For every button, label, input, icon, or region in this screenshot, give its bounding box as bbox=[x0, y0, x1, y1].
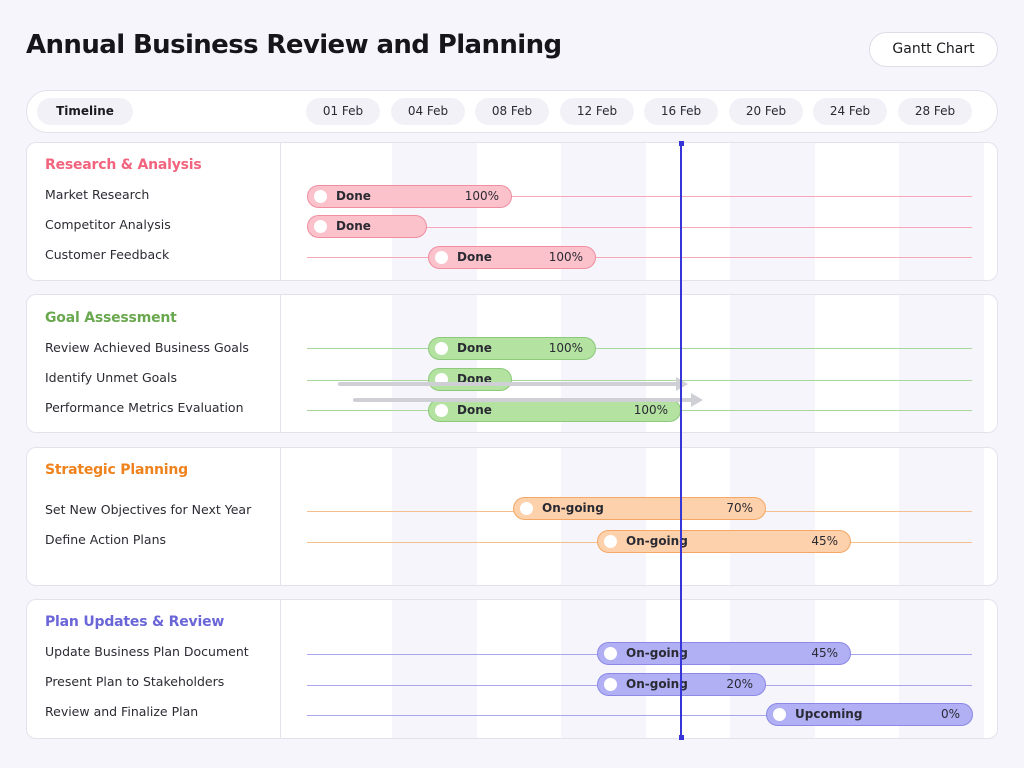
task-progress: 20% bbox=[726, 677, 753, 691]
task-status: Done bbox=[336, 189, 371, 203]
task-name: Present Plan to Stakeholders bbox=[45, 674, 225, 689]
task-status: Done bbox=[457, 372, 492, 386]
status-dot-icon bbox=[314, 220, 327, 233]
dependency-arrow[interactable] bbox=[338, 382, 678, 386]
task-bar[interactable]: Done 100% bbox=[307, 185, 512, 208]
timeline-header: Timeline 01 Feb 04 Feb 08 Feb 12 Feb 16 … bbox=[26, 90, 998, 133]
task-bar[interactable]: Upcoming 0% bbox=[766, 703, 973, 726]
today-marker-cap bbox=[678, 735, 684, 740]
task-progress: 45% bbox=[811, 646, 838, 660]
task-status: Done bbox=[457, 341, 492, 355]
date-tick: 28 Feb bbox=[898, 98, 972, 125]
task-status: Done bbox=[457, 250, 492, 264]
status-dot-icon bbox=[435, 251, 448, 264]
task-progress: 100% bbox=[548, 250, 583, 264]
arrow-head-icon bbox=[676, 377, 688, 391]
group-strategic-planning: Strategic Planning Set New Objectives fo… bbox=[26, 447, 998, 586]
task-name: Market Research bbox=[45, 187, 150, 202]
task-progress: 70% bbox=[726, 501, 753, 515]
task-bar[interactable]: On-going 45% bbox=[597, 530, 851, 553]
date-tick: 12 Feb bbox=[560, 98, 634, 125]
task-name: Competitor Analysis bbox=[45, 217, 171, 232]
task-progress: 100% bbox=[464, 189, 499, 203]
date-tick: 01 Feb bbox=[306, 98, 380, 125]
group-research-analysis: Research & Analysis Market Research Comp… bbox=[26, 142, 998, 281]
task-name: Set New Objectives for Next Year bbox=[45, 502, 252, 517]
task-progress: 0% bbox=[940, 707, 960, 721]
group-title: Plan Updates & Review bbox=[45, 614, 225, 630]
task-status: Done bbox=[336, 219, 371, 233]
task-bar[interactable]: Done 100% bbox=[428, 246, 596, 269]
task-bar[interactable]: On-going 70% bbox=[513, 497, 766, 520]
task-status: On-going bbox=[626, 646, 688, 660]
task-name: Update Business Plan Document bbox=[45, 644, 249, 659]
task-track bbox=[307, 257, 972, 258]
task-bar[interactable]: Done bbox=[307, 215, 427, 238]
task-progress: 100% bbox=[633, 403, 668, 417]
today-marker-cap bbox=[678, 141, 684, 146]
task-track bbox=[307, 380, 972, 381]
task-name: Customer Feedback bbox=[45, 247, 170, 262]
task-track bbox=[307, 715, 972, 716]
date-tick: 04 Feb bbox=[391, 98, 465, 125]
task-bar[interactable]: Done bbox=[428, 368, 512, 391]
task-status: On-going bbox=[626, 534, 688, 548]
task-name: Review Achieved Business Goals bbox=[45, 340, 249, 355]
task-track bbox=[307, 227, 972, 228]
arrow-head-icon bbox=[691, 393, 703, 407]
group-title: Strategic Planning bbox=[45, 462, 188, 478]
status-dot-icon bbox=[604, 647, 617, 660]
task-progress: 45% bbox=[811, 534, 838, 548]
status-dot-icon bbox=[604, 535, 617, 548]
dependency-arrow[interactable] bbox=[353, 398, 693, 402]
task-status: On-going bbox=[626, 677, 688, 691]
date-tick: 24 Feb bbox=[813, 98, 887, 125]
task-track bbox=[307, 348, 972, 349]
task-name: Performance Metrics Evaluation bbox=[45, 400, 244, 415]
status-dot-icon bbox=[314, 190, 327, 203]
date-tick: 20 Feb bbox=[729, 98, 803, 125]
today-marker-line[interactable] bbox=[680, 143, 682, 739]
gantt-chart-button[interactable]: Gantt Chart bbox=[869, 32, 998, 67]
task-status: Done bbox=[457, 403, 492, 417]
date-tick: 16 Feb bbox=[644, 98, 718, 125]
task-bar[interactable]: Done 100% bbox=[428, 399, 681, 422]
group-goal-assessment: Goal Assessment Review Achieved Business… bbox=[26, 294, 998, 433]
task-bar[interactable]: Done 100% bbox=[428, 337, 596, 360]
task-name: Review and Finalize Plan bbox=[45, 704, 199, 719]
status-dot-icon bbox=[520, 502, 533, 515]
status-dot-icon bbox=[773, 708, 786, 721]
group-title: Research & Analysis bbox=[45, 157, 202, 173]
group-plan-updates-review: Plan Updates & Review Update Business Pl… bbox=[26, 599, 998, 739]
status-dot-icon bbox=[435, 342, 448, 355]
date-tick: 08 Feb bbox=[475, 98, 549, 125]
task-name: Define Action Plans bbox=[45, 532, 167, 547]
group-title: Goal Assessment bbox=[45, 310, 177, 326]
timeline-label: Timeline bbox=[37, 98, 133, 125]
task-track bbox=[307, 196, 972, 197]
task-name: Identify Unmet Goals bbox=[45, 370, 177, 385]
task-progress: 100% bbox=[548, 341, 583, 355]
status-dot-icon bbox=[604, 678, 617, 691]
task-status: Upcoming bbox=[795, 707, 863, 721]
status-dot-icon bbox=[435, 404, 448, 417]
page-title: Annual Business Review and Planning bbox=[26, 30, 562, 60]
task-status: On-going bbox=[542, 501, 604, 515]
task-bar[interactable]: On-going 45% bbox=[597, 642, 851, 665]
